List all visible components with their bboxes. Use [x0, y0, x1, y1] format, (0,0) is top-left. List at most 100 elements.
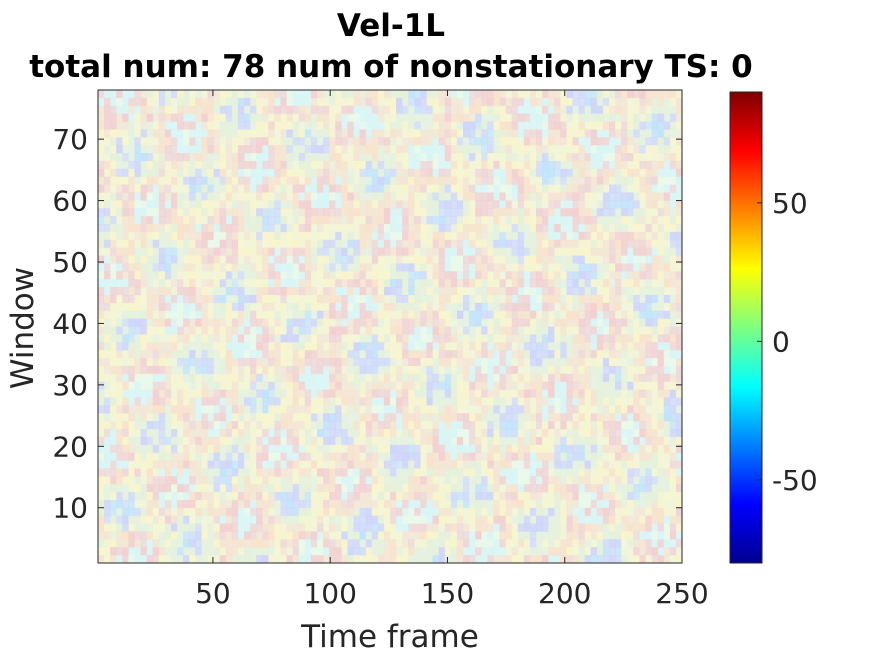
heatmap-cell: [317, 208, 324, 217]
heatmap-cell: [134, 176, 142, 186]
heatmap-cell: [444, 460, 452, 469]
heatmap-cell: [280, 310, 288, 320]
heatmap-cell: [207, 350, 215, 359]
heatmap-cell: [420, 373, 428, 383]
heatmap-cell: [548, 216, 555, 225]
heatmap-cell: [560, 310, 568, 320]
heatmap-cell: [268, 176, 276, 186]
heatmap-cell: [584, 452, 592, 462]
heatmap-cell: [274, 318, 282, 328]
heatmap-cell: [578, 428, 586, 438]
heatmap-cell: [231, 287, 239, 296]
heatmap-cell: [633, 365, 641, 375]
heatmap-cell: [481, 176, 488, 186]
heatmap-cell: [213, 263, 221, 272]
heatmap-cell: [177, 160, 184, 170]
heatmap-cell: [548, 381, 555, 391]
heatmap-cell: [371, 247, 379, 257]
heatmap-cell: [219, 476, 227, 485]
heatmap-cell: [615, 271, 622, 280]
heatmap-cell: [402, 247, 409, 257]
heatmap-cell: [414, 137, 422, 146]
heatmap-cell: [675, 421, 682, 430]
heatmap-cell: [341, 318, 349, 328]
heatmap-cell: [426, 436, 434, 446]
heatmap-cell: [475, 358, 482, 367]
heatmap-cell: [578, 444, 586, 454]
heatmap-cell: [329, 436, 336, 446]
heatmap-cell: [171, 224, 178, 233]
heatmap-cell: [481, 216, 488, 225]
heatmap-cell: [590, 263, 598, 272]
heatmap-cell: [371, 97, 379, 107]
heatmap-cell: [207, 342, 215, 351]
heatmap-cell: [353, 129, 361, 138]
heatmap-cell: [219, 310, 227, 320]
heatmap-cell: [201, 287, 209, 296]
heatmap-cell: [359, 247, 367, 257]
heatmap-cell: [554, 421, 561, 430]
heatmap-cell: [110, 192, 117, 201]
heatmap-cell: [171, 113, 178, 123]
heatmap-cell: [396, 192, 403, 201]
heatmap-cell: [377, 105, 385, 115]
heatmap-cell: [432, 145, 440, 154]
heatmap-cell: [645, 413, 653, 422]
heatmap-cell: [609, 326, 616, 335]
heatmap-cell: [390, 302, 397, 312]
heatmap-cell: [408, 255, 415, 265]
heatmap-cell: [237, 492, 245, 501]
heatmap-cell: [493, 310, 501, 320]
heatmap-cell: [420, 231, 428, 241]
heatmap-cell: [432, 287, 440, 296]
heatmap-cell: [292, 381, 300, 391]
heatmap-cell: [438, 176, 446, 186]
heatmap-cell: [536, 216, 543, 225]
heatmap-cell: [341, 365, 349, 375]
heatmap-cell: [615, 145, 622, 154]
heatmap-cell: [499, 294, 507, 304]
heatmap-cell: [377, 452, 385, 462]
heatmap-cell: [219, 444, 227, 454]
heatmap-cell: [475, 452, 482, 462]
heatmap-cell: [402, 294, 409, 304]
heatmap-cell: [116, 373, 123, 383]
heatmap-cell: [639, 318, 647, 328]
heatmap-cell: [104, 105, 111, 115]
heatmap-cell: [560, 208, 568, 217]
heatmap-cell: [511, 247, 519, 257]
heatmap-cell: [554, 350, 561, 359]
heatmap-cell: [517, 428, 525, 438]
heatmap-cell: [554, 184, 561, 194]
heatmap-cell: [122, 153, 130, 162]
heatmap-cell: [164, 247, 172, 257]
heatmap-cell: [463, 153, 470, 162]
heatmap-cell: [554, 90, 561, 99]
heatmap-cell: [560, 365, 568, 375]
heatmap-cell: [134, 476, 142, 485]
heatmap-cell: [171, 492, 178, 501]
heatmap-cell: [456, 421, 464, 430]
heatmap-cell: [177, 358, 184, 367]
heatmap-cell: [365, 389, 373, 399]
heatmap-cell: [450, 192, 458, 201]
heatmap-cell: [347, 224, 355, 233]
heatmap-cell: [323, 389, 330, 399]
heatmap-cell: [371, 397, 379, 406]
heatmap-cell: [189, 97, 196, 107]
heatmap-cell: [171, 231, 178, 241]
heatmap-cell: [420, 121, 428, 131]
heatmap-cell: [219, 287, 227, 296]
heatmap-cell: [542, 468, 549, 477]
heatmap-cell: [244, 208, 251, 217]
heatmap-cell: [189, 484, 196, 493]
heatmap-cell: [523, 302, 531, 312]
heatmap-cell: [122, 105, 130, 115]
heatmap-cell: [128, 413, 136, 422]
heatmap-cell: [347, 350, 355, 359]
heatmap-cell: [335, 121, 342, 131]
heatmap-cell: [341, 413, 349, 422]
heatmap-cell: [262, 405, 269, 414]
heatmap-cell: [335, 247, 342, 257]
heatmap-cell: [341, 476, 349, 485]
